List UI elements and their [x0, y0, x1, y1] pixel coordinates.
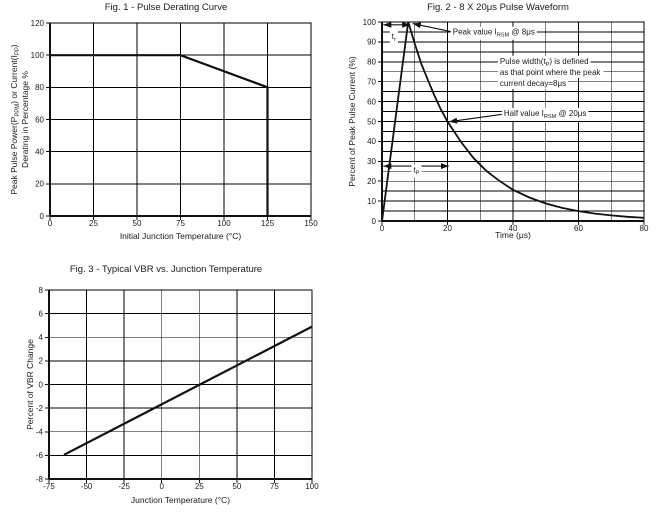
- fig1-ytick-label: 60: [35, 115, 44, 124]
- figure-pulse-waveform: Fig. 2 - 8 X 20μs Pulse Waveform 0 20 40 60…: [332, 0, 664, 250]
- figure-vbr-vs-junction-temperature: Fig. 3 - Typical VBR vs. Junction Temper…: [0, 258, 332, 515]
- fig2-xtick-label: 0: [380, 224, 385, 233]
- fig2-xtick-label: 20: [443, 224, 452, 233]
- pulse-waveform: [381, 21, 645, 222]
- fig2-ylabel: Percent of Peak Pulse Current (%): [347, 56, 357, 187]
- fig3-ytick-label: 6: [39, 309, 44, 318]
- fig2-annotations: tr Peak value IRSM @ 8μs Pulse width(tP) i…: [383, 21, 604, 178]
- fig2-ytick-label: 40: [367, 137, 376, 146]
- fig2-tick-labels: 0 20 40 60 80 0 10 20 30 40 50 60 70 80 90 100: [363, 18, 649, 233]
- tr-label-bg: [389, 30, 398, 44]
- fig2-xtick-label: 80: [640, 224, 649, 233]
- fig3-title: Fig. 3 - Typical VBR vs. Junction Temper…: [69, 264, 263, 275]
- fig1-xtick-label: 0: [48, 219, 53, 228]
- peak-value-label-bg: [450, 26, 537, 40]
- figure-pulse-derating-curve: Fig. 1 - Pulse Derating Curve 0 25 50 75 100…: [0, 0, 332, 250]
- fig1-tick-marks: [46, 22, 312, 220]
- fig1-xlabel: Initial Junction Temperature (°C): [120, 231, 242, 241]
- fig3-xtick-label: -25: [118, 482, 130, 491]
- fig1-gridlines: [50, 23, 311, 216]
- fig2-ytick-label: 20: [367, 177, 376, 186]
- fig2-ytick-label: 70: [367, 78, 376, 87]
- fig1-chart: 0 25 50 75 100 125 150 0 20 40 60 80 100 120 Initial J…: [9, 19, 319, 241]
- derating-line: [50, 54, 269, 216]
- fig3-gridlines: [49, 290, 312, 479]
- half-value-label: Half value IRSM @ 20μs: [504, 109, 587, 120]
- fig2-chart: 0 20 40 60 80 0 10 20 30 40 50 60 70 80 90 100 tr Peak va…: [347, 18, 649, 240]
- fig3-tick-labels: -75 -50 -25 0 25 50 75 100 -8 -6 -4 -2 0 2 4 6 8: [36, 286, 319, 491]
- fig2-ytick-label: 50: [367, 117, 376, 126]
- vbr-change-line: [63, 325, 313, 456]
- fig2-ytick-label: 0: [372, 217, 377, 226]
- fig3-xtick-label: 0: [159, 482, 164, 491]
- fig3-ytick-label: 4: [39, 333, 44, 342]
- fig2-xtick-label: 60: [574, 224, 583, 233]
- fig2-ytick-label: 30: [367, 157, 376, 166]
- fig3-xlabel: Junction Temperature (°C): [131, 495, 230, 505]
- fig3-ytick-label: 2: [39, 357, 44, 366]
- fig1-xtick-label: 75: [176, 219, 185, 228]
- fig1-ytick-label: 0: [40, 212, 45, 221]
- fig1-xtick-label: 150: [304, 219, 318, 228]
- fig1-xtick-label: 50: [133, 219, 142, 228]
- pulse-width-note-bg: [497, 55, 591, 69]
- pulse-width-note-bg: [497, 66, 604, 78]
- fig3-ytick-label: 0: [39, 380, 44, 389]
- fig2-title: Fig. 2 - 8 X 20μs Pulse Waveform: [427, 2, 569, 13]
- pulse-width-note: current decay=8μs: [500, 79, 566, 88]
- fig1-title: Fig. 1 - Pulse Derating Curve: [104, 2, 228, 13]
- fig1-xtick-label: 125: [261, 219, 275, 228]
- fig1-ytick-label: 40: [35, 147, 44, 156]
- fig3-xtick-label: 25: [195, 482, 204, 491]
- fig2-xlabel: Time (μs): [495, 230, 531, 240]
- fig3-ytick-label: -6: [36, 451, 44, 460]
- fig3-xtick-label: -75: [43, 482, 55, 491]
- fig3-ytick-label: 8: [39, 286, 44, 295]
- fig3-tick-marks: [45, 289, 313, 483]
- fig2-ytick-label: 80: [367, 58, 376, 67]
- half-value-label-bg: [501, 107, 589, 121]
- fig3-ytick-label: -8: [36, 475, 44, 484]
- half-value-arrow: [449, 113, 503, 124]
- fig2-ytick-label: 100: [363, 18, 377, 27]
- fig3-xtick-label: 50: [232, 482, 241, 491]
- fig1-tick-labels: 0 25 50 75 100 125 150 0 20 40 60 80 100 120: [31, 19, 319, 228]
- fig3-chart: -75 -50 -25 0 25 50 75 100 -8 -6 -4 -2 0 2 4 6 8 Junction…: [25, 286, 319, 505]
- fig3-ytick-label: -4: [36, 428, 44, 437]
- fig2-xtick-label: 40: [509, 224, 518, 233]
- tr-label: tr: [392, 32, 396, 43]
- tp-label: tP: [413, 165, 419, 176]
- peak-value-label: Peak value IRSM @ 8μs: [453, 28, 535, 39]
- fig1-ylabel: Peak Pulse Power(PPPM) or Current(IPP)De…: [9, 44, 30, 194]
- fig1-xtick-label: 100: [217, 219, 231, 228]
- fig1-ytick-label: 20: [35, 180, 44, 189]
- fig1-ytick-label: 80: [35, 83, 44, 92]
- fig2-ytick-label: 90: [367, 38, 376, 47]
- pulse-width-note-bg: [497, 78, 569, 90]
- fig1-ytick-label: 120: [31, 19, 45, 28]
- fig2-tick-marks: [378, 21, 645, 225]
- fig2-ytick-label: 10: [367, 197, 376, 206]
- fig3-ylabel: Percent of VBR Change: [25, 339, 35, 430]
- tp-label-bg: [411, 164, 422, 178]
- fig2-ytick-label: 60: [367, 97, 376, 106]
- pulse-width-note: Pulse width(tP) is defined: [500, 57, 589, 68]
- pulse-width-note: as that point where the peak: [500, 68, 602, 77]
- peak-value-arrow: [412, 22, 451, 33]
- fig3-xtick-label: -50: [81, 482, 93, 491]
- fig3-ytick-label: -2: [36, 404, 44, 413]
- fig2-gridlines: [382, 22, 644, 221]
- fig1-xtick-label: 25: [89, 219, 98, 228]
- fig1-ytick-label: 100: [31, 51, 45, 60]
- fig3-xtick-label: 100: [305, 482, 319, 491]
- fig3-xtick-label: 75: [270, 482, 279, 491]
